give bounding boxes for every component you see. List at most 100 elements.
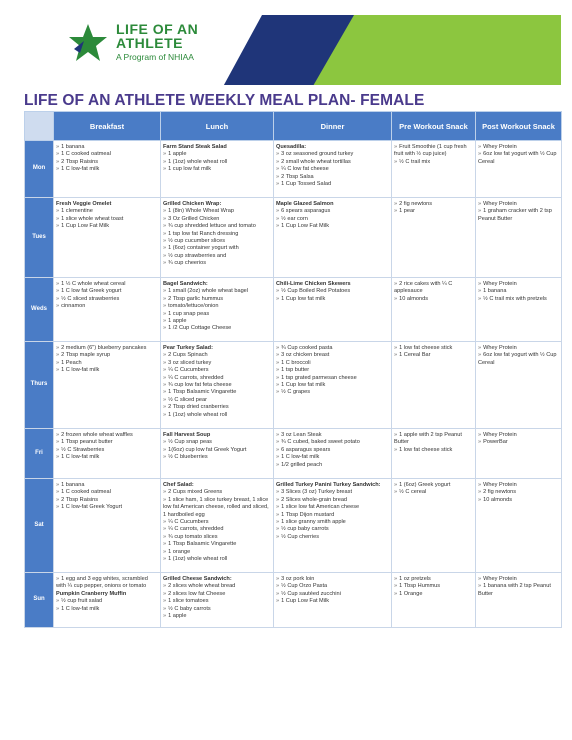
bullet-icon: »: [276, 583, 280, 590]
bullet-icon: »: [276, 389, 280, 396]
meal-item-text: ½ cup baby carrots: [281, 526, 329, 533]
meal-item: » ½ Cup Orzo Pasta: [276, 583, 389, 590]
meal-item-text: ½ Cup snap peas: [168, 439, 212, 446]
day-label: Tues: [24, 197, 54, 278]
meal-item-text: 6 spears asparagus: [281, 208, 331, 215]
bullet-icon: »: [478, 576, 482, 582]
meal-item: » 1(6oz) cup low fat Greek Yogurt: [163, 447, 271, 454]
table-row: Fri» 2 frozen whole wheat waffles» 1 Tbsp …: [24, 428, 562, 479]
meal-title: Pumpkin Cranberry Muffin: [56, 590, 127, 597]
meal-item-text: 1 apple with 2 tsp Peanut Butter: [394, 432, 462, 446]
meal-item-text: 1 slice granny smith apple: [281, 519, 346, 526]
column-header: Dinner: [273, 111, 392, 141]
meal-item: » ¾ cup tomato slices: [163, 534, 271, 541]
bullet-icon: »: [276, 295, 280, 302]
meal-item-text: 1 C cooked oatmeal: [61, 489, 111, 496]
meal-cell: » 2 medium (6") blueberry pancakes» 2 Tbsp…: [53, 341, 161, 429]
bullet-icon: »: [163, 158, 167, 165]
bullet-icon: »: [163, 605, 167, 612]
meal-title: Pear Turkey Salad:: [163, 345, 213, 351]
bullet-icon: »: [276, 173, 280, 180]
bullet-icon: »: [276, 215, 280, 222]
bullet-icon: »: [276, 166, 280, 173]
meal-item: » ½ ear corn: [276, 216, 389, 223]
meal-item-text: 10 almonds: [483, 496, 513, 503]
meal-item: » 10 almonds: [394, 296, 473, 303]
meal-item: » 2 Slices whole-grain bread: [276, 497, 389, 504]
meal-item-text: ½ cup strawberries and: [168, 252, 227, 259]
meal-item-text: 1 banana: [483, 288, 507, 295]
bullet-icon: »: [276, 432, 280, 438]
bullet-icon: »: [276, 454, 280, 461]
bullet-icon: »: [394, 489, 398, 496]
meal-item: » 1 slice low fat American cheese: [276, 504, 389, 511]
bullet-icon: »: [163, 404, 167, 411]
meal-item-text: ½ Cup Boiled Red Potatoes: [281, 288, 351, 295]
meal-item-text: 2 Slices whole-grain bread: [281, 496, 348, 503]
meal-item-text: 2 medium (6") blueberry pancakes: [61, 345, 147, 351]
bullet-icon: »: [163, 396, 167, 403]
bullet-icon: »: [163, 541, 167, 548]
bullet-icon: »: [276, 352, 280, 359]
bullet-icon: »: [163, 382, 167, 389]
meal-item-text: ¼ C Cucumbers: [168, 519, 209, 526]
meal-item: » Whey Protein: [478, 144, 559, 151]
meal-item: » 1 clementine: [56, 208, 158, 215]
meal-item-text: 1 slice low fat American cheese: [281, 504, 360, 511]
meal-title: Maple Glazed Salmon: [276, 201, 334, 207]
meal-cell: » Whey Protein» 6oz low fat yogurt with ½ …: [475, 140, 562, 198]
bullet-icon: »: [56, 288, 60, 295]
meal-item-text: 1(6oz) cup low fat Greek Yogurt: [168, 446, 247, 453]
meal-item: » 3 Slices (3 oz) Turkey breast: [276, 489, 389, 496]
meal-item-text: 2 Tbsp Raisins: [61, 158, 99, 165]
bullet-icon: »: [276, 359, 280, 366]
meal-item-text: 1 small (2oz) whole wheat bagel: [168, 288, 249, 295]
bullet-icon: »: [163, 454, 167, 461]
meal-item: » ¾ cup cheerios: [163, 260, 271, 267]
meal-item: » 2 Tbsp Raisins: [56, 497, 158, 504]
meal-item-text: 1 Tbsp Balsamic Vingarette: [168, 389, 237, 396]
meal-item: » 1 banana: [56, 482, 158, 489]
meal-item-text: 1 C low-fat milk: [61, 367, 100, 374]
meal-item-text: 6oz low fat yogurt with ½ Cup Cereal: [478, 151, 557, 165]
meal-item-text: 1 slice tomatoes: [168, 598, 209, 605]
bullet-icon: »: [394, 352, 398, 359]
meal-item: » 2 Tbsp Raisins: [56, 159, 158, 166]
column-header: Post Workout Snack: [475, 111, 562, 141]
meal-item-text: 1 low fat cheese stick: [399, 446, 453, 453]
meal-item-text: ¾ cup low fat feta cheese: [168, 382, 232, 389]
meal-item-text: 1 tsp butter: [281, 367, 310, 374]
meal-item-text: ½ cup fruit salad: [61, 598, 103, 605]
meal-item: » 1 banana: [478, 288, 559, 295]
meal-item: » 2 Tbsp garlic hummus: [163, 296, 271, 303]
meal-title: Chef Salad:: [163, 482, 194, 488]
meal-item: » 3 oz pork loin: [276, 576, 389, 583]
meal-item-text: 1/2 grilled peach: [281, 461, 323, 468]
table-row: Weds» 1 ½ C whole wheat cereal» 1 C low fa…: [24, 277, 562, 342]
bullet-icon: »: [56, 345, 60, 351]
meal-plan-table: Breakfast Lunch Dinner Pre Workout Snack…: [24, 111, 562, 628]
meal-item-text: 1 pear: [399, 208, 415, 215]
meal-item: » 1 low fat cheese stick: [394, 447, 473, 454]
meal-item: » 2 Tbsp Salsa: [276, 174, 389, 181]
meal-item-text: Whey Protein: [483, 345, 517, 351]
meal-cell: Quesadilla:» 3 oz seasoned ground turkey»…: [273, 140, 392, 198]
meal-item-text: 1 Cup Tossed Salad: [281, 181, 332, 188]
bullet-icon: »: [276, 590, 280, 597]
header-row: Breakfast Lunch Dinner Pre Workout Snack…: [24, 111, 562, 141]
meal-cell: » 1 oz pretzels» 1 Tbsp Hummus» 1 Orange: [391, 572, 476, 628]
meal-item-text: 2 slices whole wheat bread: [168, 583, 236, 590]
bullet-icon: »: [394, 432, 398, 438]
meal-item: » 1 apple: [163, 613, 271, 620]
meal-item-text: 3 oz pork loin: [281, 576, 315, 582]
meal-item-text: 1 C cooked oatmeal: [61, 151, 111, 158]
meal-title: Chili-Lime Chicken Skewers: [276, 281, 351, 287]
bullet-icon: »: [276, 533, 280, 540]
bullet-icon: »: [56, 144, 60, 150]
table-row: Mon» 1 banana» 1 C cooked oatmeal» 2 Tbsp R…: [24, 140, 562, 198]
bullet-icon: »: [276, 489, 280, 496]
meal-item-text: 2 Tbsp Salsa: [281, 173, 314, 180]
bullet-icon: »: [394, 158, 398, 165]
meal-item-text: ½ ear corn: [281, 215, 308, 222]
day-label: Thurs: [24, 341, 54, 429]
